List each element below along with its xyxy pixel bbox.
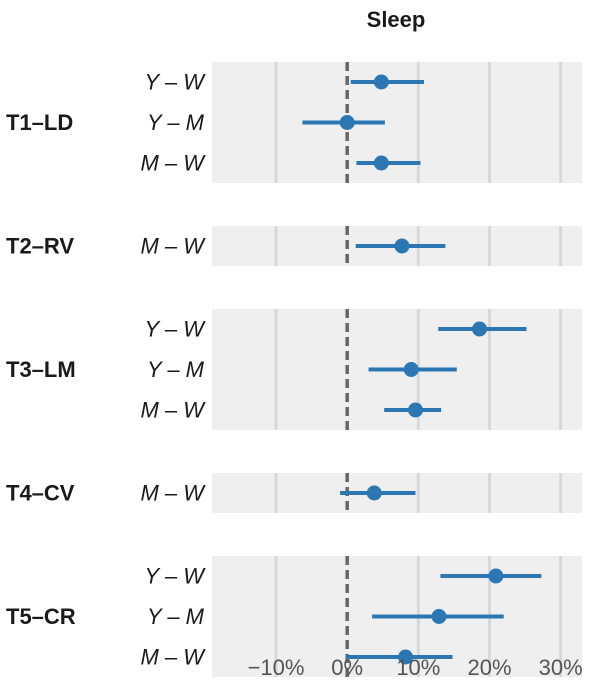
row-label: Y – M [147, 604, 205, 629]
panel-group: T5–CR Y – W Y – M M – W [6, 556, 582, 677]
row-label: Y – W [144, 564, 206, 589]
panels-layer: T1–LD Y – W Y – M M – W T2–RV M – W T3–LM Y – W… [6, 62, 582, 677]
x-tick-label: −10% [248, 655, 305, 680]
group-label: T3–LM [6, 357, 76, 382]
x-tick-label: 30% [539, 655, 583, 680]
group-label: T2–RV [6, 234, 74, 259]
point-estimate [472, 321, 488, 337]
x-tick-label: 0% [331, 655, 363, 680]
panel-group: T4–CV M – W [6, 473, 582, 513]
row-label: M – W [140, 151, 206, 176]
row-label: M – W [140, 398, 206, 423]
point-estimate [398, 649, 414, 665]
chart-title: Sleep [367, 7, 426, 32]
x-tick-label: 20% [467, 655, 511, 680]
group-label: T1–LD [6, 110, 73, 135]
row-label: Y – M [147, 110, 205, 135]
point-estimate [339, 115, 355, 130]
x-tick-label: 10% [396, 655, 440, 680]
point-estimate [403, 362, 419, 377]
group-label: T5–CR [6, 604, 76, 629]
point-estimate [431, 609, 447, 624]
row-label: Y – W [144, 70, 206, 95]
row-label: Y – W [144, 317, 206, 342]
panel-group: T2–RV M – W [6, 226, 582, 266]
point-estimate [488, 568, 504, 584]
row-label: Y – M [147, 357, 205, 382]
panel-group: T1–LD Y – W Y – M M – W [6, 62, 582, 183]
point-estimate [373, 74, 389, 90]
panel-group: T3–LM Y – W Y – M M – W [6, 309, 582, 430]
x-axis-ticks: −10% 0% 10% 20% 30% [248, 655, 583, 680]
row-label: M – W [140, 481, 206, 506]
row-label: M – W [140, 645, 206, 670]
group-label: T4–CV [6, 481, 75, 506]
point-estimate [408, 402, 423, 418]
point-estimate [366, 485, 382, 501]
point-estimate [394, 238, 410, 254]
point-estimate [373, 155, 389, 171]
row-label: M – W [140, 234, 206, 259]
